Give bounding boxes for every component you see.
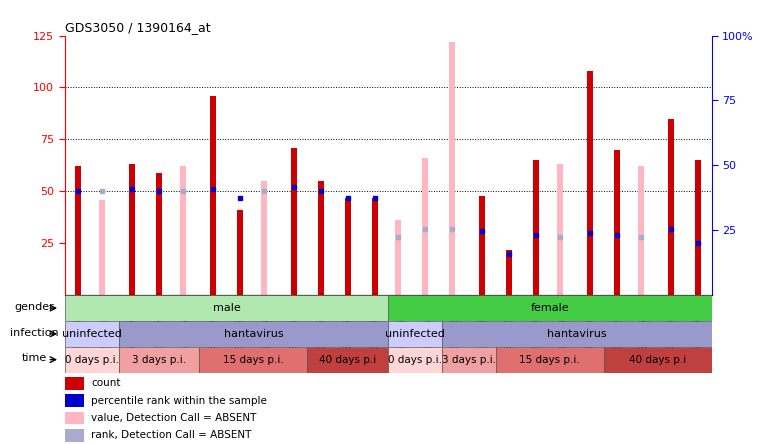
Text: hantavirus: hantavirus: [224, 329, 283, 339]
Text: 40 days p.i: 40 days p.i: [319, 355, 376, 365]
Bar: [396, 221, 401, 295]
Bar: [496, 347, 603, 373]
Bar: [65, 347, 119, 373]
Bar: [291, 148, 297, 295]
Text: value, Detection Call = ABSENT: value, Detection Call = ABSENT: [91, 413, 256, 423]
Bar: [156, 173, 162, 295]
Text: rank, Detection Call = ABSENT: rank, Detection Call = ABSENT: [91, 430, 252, 440]
Bar: [237, 210, 243, 295]
Bar: [533, 160, 540, 295]
Bar: [371, 198, 377, 295]
Bar: [65, 321, 119, 347]
Text: infection: infection: [11, 328, 59, 337]
Bar: [119, 347, 199, 373]
Text: uninfected: uninfected: [385, 329, 445, 339]
Text: 40 days p.i: 40 days p.i: [629, 355, 686, 365]
Bar: [668, 119, 674, 295]
Bar: [345, 198, 351, 295]
Text: percentile rank within the sample: percentile rank within the sample: [91, 396, 267, 406]
Bar: [422, 158, 428, 295]
Text: 15 days p.i.: 15 days p.i.: [520, 355, 580, 365]
Bar: [65, 412, 84, 424]
Text: time: time: [22, 353, 47, 363]
Bar: [442, 321, 712, 347]
Bar: [307, 347, 388, 373]
Bar: [318, 181, 323, 295]
Bar: [65, 377, 84, 390]
Bar: [388, 347, 442, 373]
Bar: [695, 160, 701, 295]
Bar: [388, 295, 712, 321]
Bar: [603, 347, 712, 373]
Bar: [449, 42, 455, 295]
Text: female: female: [530, 303, 569, 313]
Bar: [614, 150, 620, 295]
Text: male: male: [212, 303, 240, 313]
Bar: [75, 166, 81, 295]
Bar: [65, 429, 84, 442]
Text: uninfected: uninfected: [62, 329, 122, 339]
Text: 3 days p.i.: 3 days p.i.: [442, 355, 496, 365]
Text: 3 days p.i.: 3 days p.i.: [132, 355, 186, 365]
Text: 0 days p.i.: 0 days p.i.: [65, 355, 119, 365]
Bar: [442, 347, 496, 373]
Bar: [180, 166, 186, 295]
Bar: [638, 166, 644, 295]
Text: count: count: [91, 378, 121, 388]
Text: 0 days p.i.: 0 days p.i.: [388, 355, 442, 365]
Bar: [479, 195, 486, 295]
Bar: [587, 71, 594, 295]
Bar: [388, 321, 442, 347]
Text: GDS3050 / 1390164_at: GDS3050 / 1390164_at: [65, 21, 210, 34]
Bar: [199, 347, 307, 373]
Bar: [506, 250, 512, 295]
Bar: [119, 321, 388, 347]
Bar: [129, 164, 135, 295]
Bar: [99, 200, 105, 295]
Bar: [65, 394, 84, 407]
Text: hantavirus: hantavirus: [547, 329, 607, 339]
Bar: [260, 181, 266, 295]
Text: 15 days p.i.: 15 days p.i.: [223, 355, 284, 365]
Bar: [65, 295, 388, 321]
Bar: [557, 164, 563, 295]
Text: gender: gender: [15, 302, 55, 312]
Bar: [210, 96, 216, 295]
